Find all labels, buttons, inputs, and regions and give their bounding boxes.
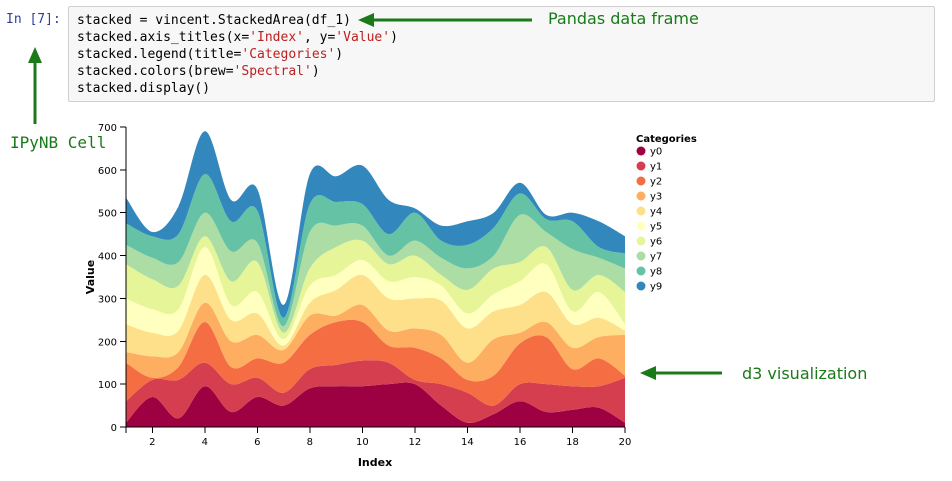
y-tick-label: 0	[111, 423, 117, 434]
x-tick-label: 18	[566, 437, 579, 448]
legend-label-y3: y3	[650, 192, 662, 203]
code-string-token: 'Spectral'	[233, 64, 312, 79]
code-token: stacked.axis_titles(x=	[77, 30, 250, 45]
legend-swatch-y9	[636, 281, 646, 291]
area-series-y0	[126, 382, 625, 427]
arrow-to-code-icon	[358, 13, 532, 27]
area-series-y8	[126, 174, 625, 327]
legend-swatch-y8	[636, 266, 646, 276]
annotation-ipynb-cell: IPyNB Cell	[10, 133, 107, 152]
y-tick-label: 600	[98, 166, 117, 177]
legend-title: Categories	[636, 134, 697, 145]
y-tick-label: 100	[98, 380, 117, 391]
code-token: stacked.legend(title=	[77, 47, 242, 62]
area-layers	[126, 131, 625, 427]
area-series-y4	[126, 274, 625, 363]
code-token: stacked.display()	[77, 81, 211, 96]
y-tick-label: 200	[98, 337, 117, 348]
y-axis-title: Value	[84, 260, 97, 294]
code-token: , y=	[303, 30, 336, 45]
arrow-to-prompt-icon	[28, 47, 42, 124]
legend-swatch-y1	[636, 161, 646, 171]
legend-label-y0: y0	[650, 147, 662, 158]
x-tick-label: 4	[202, 437, 208, 448]
annotation-d3-visualization: d3 visualization	[742, 364, 868, 383]
x-tick-label: 6	[254, 437, 260, 448]
annotation-pandas-data-frame: Pandas data frame	[548, 9, 699, 28]
code-token: )	[311, 64, 320, 79]
code-token: stacked.colors(brew=	[77, 64, 234, 79]
code-line: stacked.display()	[77, 80, 934, 97]
y-tick-label: 300	[98, 294, 117, 305]
legend-label-y6: y6	[650, 237, 662, 248]
code-token: stacked = vincent.StackedArea(df_1)	[77, 13, 351, 28]
x-tick-label: 8	[307, 437, 313, 448]
legend-swatch-y3	[636, 191, 646, 201]
chart-legend: Categories y0 y1 y2 y3 y4 y5 y6 y7 y8 y9	[636, 134, 697, 293]
x-axis-title: Index	[358, 456, 392, 469]
x-tick-label: 10	[356, 437, 369, 448]
code-line: stacked.axis_titles(x='Index', y='Value'…	[77, 29, 934, 46]
code-line: stacked.colors(brew='Spectral')	[77, 63, 934, 80]
legend-label-y5: y5	[650, 222, 662, 233]
arrow-to-chart-icon	[640, 366, 722, 380]
legend-label-y8: y8	[650, 267, 662, 278]
area-series-y3	[126, 302, 625, 382]
code-token: )	[390, 30, 398, 45]
x-tick-label: 16	[514, 437, 527, 448]
code-cell[interactable]: stacked = vincent.StackedArea(df_1) stack…	[68, 6, 935, 102]
area-series-y1	[126, 360, 625, 423]
legend-label-y4: y4	[650, 207, 662, 218]
code-string-token: 'Categories'	[241, 47, 336, 62]
code-string-token: 'Value'	[335, 30, 391, 45]
legend-label-y7: y7	[650, 252, 662, 263]
x-tick-label: 14	[461, 437, 474, 448]
y-tick-label: 400	[98, 252, 117, 263]
x-tick-label: 12	[409, 437, 422, 448]
code-line: stacked = vincent.StackedArea(df_1)	[77, 12, 934, 29]
legend-swatch-y7	[636, 251, 646, 261]
area-series-y6	[126, 236, 625, 340]
legend-swatch-y0	[636, 146, 646, 156]
area-series-y2	[126, 319, 625, 406]
y-tick-label: 700	[98, 123, 117, 134]
legend-label-y2: y2	[650, 177, 662, 188]
legend-swatch-y5	[636, 221, 646, 231]
cell-prompt: In [7]:	[6, 12, 61, 27]
legend-swatch-y4	[636, 206, 646, 216]
area-series-y5	[126, 246, 625, 346]
area-series-y7	[126, 212, 625, 333]
legend-label-y9: y9	[650, 282, 662, 293]
x-tick-label: 2	[149, 437, 155, 448]
code-line: stacked.legend(title='Categories')	[77, 46, 934, 63]
legend-swatch-y6	[636, 236, 646, 246]
x-tick-label: 20	[619, 437, 632, 448]
legend-label-y1: y1	[650, 162, 662, 173]
y-tick-label: 500	[98, 209, 117, 220]
code-token: )	[335, 47, 344, 62]
legend-swatch-y2	[636, 176, 646, 186]
code-string-token: 'Index'	[249, 30, 304, 45]
